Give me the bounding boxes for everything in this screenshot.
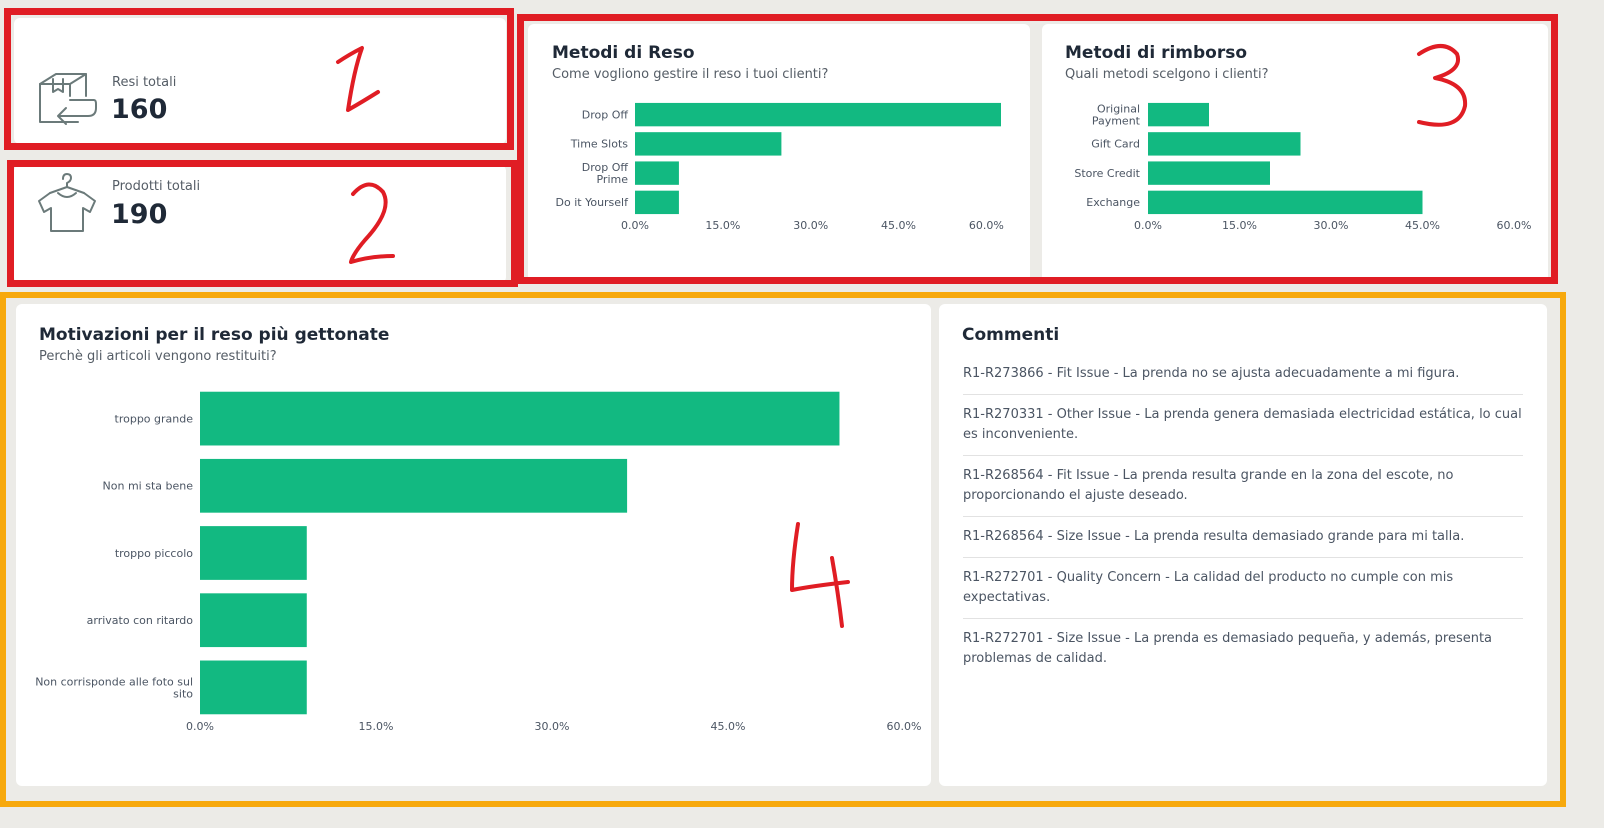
refund-methods-subtitle: Quali metodi scelgono i clienti?	[1065, 67, 1269, 82]
bar[interactable]	[200, 526, 307, 580]
tick-label: 45.0%	[1405, 219, 1440, 232]
comment-item: R1-R272701 - Quality Concern - La calida…	[963, 558, 1523, 619]
return-reasons-title: Motivazioni per il reso più gettonate	[39, 325, 390, 345]
tick-label: 45.0%	[711, 720, 746, 733]
comment-item: R1-R268564 - Fit Issue - La prenda resul…	[963, 456, 1523, 517]
bar[interactable]	[200, 593, 307, 648]
return-methods-title: Metodi di Reso	[552, 43, 695, 63]
tick-label: 15.0%	[705, 219, 740, 232]
bar[interactable]	[200, 391, 840, 446]
bar[interactable]	[635, 190, 679, 215]
tick-label: 60.0%	[1497, 219, 1532, 232]
tick-label: 15.0%	[359, 720, 394, 733]
tick-label: 30.0%	[1314, 219, 1349, 232]
bar[interactable]	[200, 458, 628, 513]
tick-label: 15.0%	[1222, 219, 1257, 232]
bar[interactable]	[1148, 132, 1301, 156]
return-reasons-card: Motivazioni per il reso più gettonate Pe…	[16, 304, 931, 786]
tick-label: 45.0%	[881, 219, 916, 232]
category-label: Do it Yourself	[556, 196, 630, 209]
comment-item: R1-R272701 - Size Issue - La prenda es d…	[963, 631, 1493, 666]
return-reasons-subtitle: Perchè gli articoli vengono restituiti?	[39, 349, 277, 364]
return-methods-card: Metodi di Reso Come vogliono gestire il …	[528, 24, 1030, 282]
bar[interactable]	[1148, 190, 1423, 215]
category-label: troppo piccolo	[115, 547, 193, 560]
kpi-card-products: Prodotti totali 190	[14, 165, 506, 283]
category-label: Time Slots	[570, 138, 628, 151]
shirt-hanger-icon	[38, 173, 96, 232]
kpi-label-returns: Resi totali	[112, 75, 177, 90]
refund-methods-card: Metodi di rimborso Quali metodi scelgono…	[1042, 24, 1548, 282]
bar[interactable]	[635, 102, 1001, 127]
return-box-icon	[39, 73, 97, 125]
comments-list: R1-R273866 - Fit Issue - La prenda no se…	[963, 362, 1523, 679]
comment-item: R1-R273866 - Fit Issue - La prenda no se…	[963, 362, 1523, 395]
category-label: Drop Off Prime	[582, 161, 629, 186]
refund-methods-chart: Original Payment Gift Card Store Credit Exch…	[1074, 102, 1532, 232]
bar[interactable]	[635, 132, 782, 156]
kpi-label-products: Prodotti totali	[112, 179, 201, 194]
return-reasons-chart: troppo grande Non mi sta bene troppo picco…	[35, 391, 922, 733]
comment-item: R1-R270331 - Other Issue - La prenda gen…	[963, 395, 1523, 456]
return-methods-subtitle: Come vogliono gestire il reso i tuoi cli…	[552, 67, 829, 82]
refund-methods-title: Metodi di rimborso	[1065, 43, 1248, 63]
category-label: arrivato con ritardo	[87, 614, 194, 627]
tick-label: 30.0%	[535, 720, 570, 733]
bar[interactable]	[635, 161, 679, 185]
tick-label: 60.0%	[887, 720, 922, 733]
tick-label: 0.0%	[186, 720, 214, 733]
category-label: Non corrisponde alle foto sul sito	[35, 675, 193, 700]
category-label: Store Credit	[1074, 167, 1140, 180]
bar[interactable]	[1148, 102, 1209, 127]
bar[interactable]	[1148, 161, 1270, 185]
tick-label: 0.0%	[621, 219, 649, 232]
category-label: Drop Off	[582, 108, 629, 121]
tick-label: 30.0%	[793, 219, 828, 232]
category-label: Gift Card	[1091, 138, 1140, 151]
kpi-value-products: 190	[111, 199, 168, 230]
tick-label: 60.0%	[969, 219, 1004, 232]
category-label: Original Payment	[1092, 102, 1141, 127]
kpi-value-returns: 160	[111, 94, 168, 125]
category-label: Non mi sta bene	[103, 480, 194, 493]
kpi-card-returns: Resi totali 160	[14, 18, 506, 144]
return-methods-chart: Drop Off Time Slots Drop Off Prime Do it You…	[556, 102, 1004, 232]
comment-item: R1-R268564 - Size Issue - La prenda resu…	[963, 517, 1523, 558]
tick-label: 0.0%	[1134, 219, 1162, 232]
comments-card: Commenti R1-R273866 - Fit Issue - La pre…	[939, 304, 1547, 786]
category-label: Exchange	[1086, 196, 1140, 209]
bar[interactable]	[200, 660, 307, 715]
category-label: troppo grande	[115, 412, 194, 425]
comments-title: Commenti	[962, 325, 1060, 345]
